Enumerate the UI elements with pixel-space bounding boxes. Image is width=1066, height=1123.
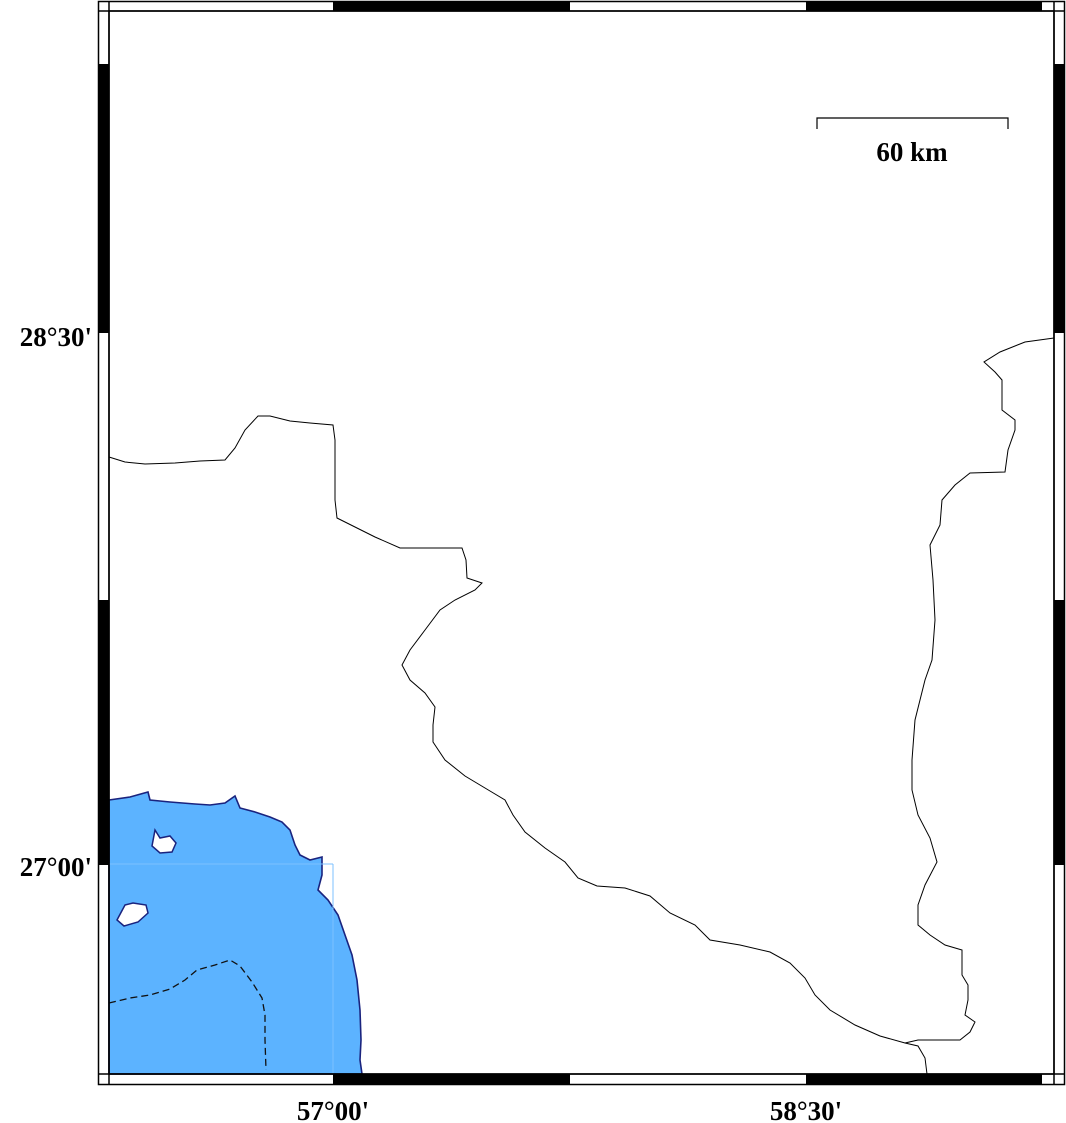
province-border-east — [904, 337, 1055, 1044]
island — [151, 827, 177, 854]
scale-bar: 60 km — [816, 117, 1009, 167]
scale-bar-label: 60 km — [876, 137, 948, 167]
lon-label: 57°00' — [297, 1096, 369, 1123]
lat-label: 27°00' — [20, 852, 92, 882]
depth-contour — [108, 959, 267, 1071]
island — [116, 902, 149, 927]
lon-label: 58°30' — [770, 1096, 842, 1123]
map-frame — [97, 0, 1066, 1086]
water-body — [108, 791, 363, 1075]
lat-label: 28°30' — [20, 322, 92, 352]
province-border — [108, 415, 928, 1075]
